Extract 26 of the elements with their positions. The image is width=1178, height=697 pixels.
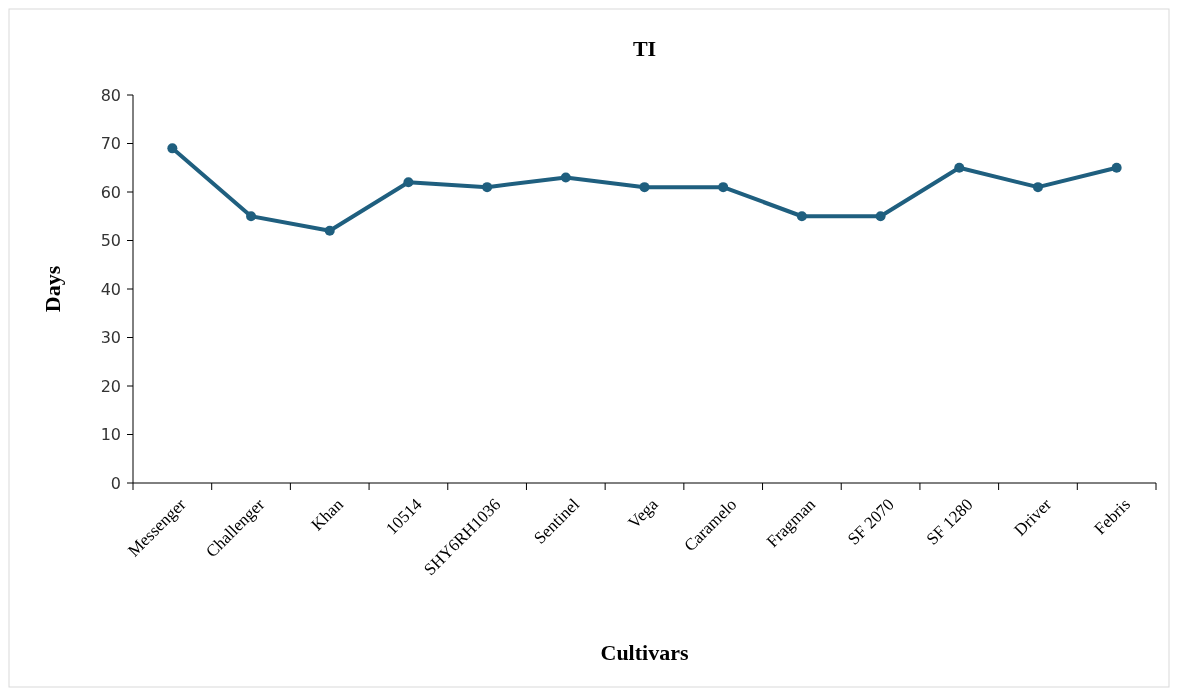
point <box>482 182 493 193</box>
y-tick-label: 30 <box>100 328 121 348</box>
point <box>954 162 965 173</box>
y-tick-label: 60 <box>100 182 121 202</box>
x-tick-label: Vega <box>624 494 663 533</box>
chart-title: TI <box>632 36 657 61</box>
point <box>167 143 178 154</box>
y-tick-label: 50 <box>100 231 121 251</box>
y-tick-label: 10 <box>100 425 121 445</box>
point <box>875 211 886 222</box>
point <box>560 172 571 183</box>
y-tick-label: 70 <box>100 134 121 154</box>
y-tick-label: 40 <box>100 279 121 299</box>
y-tick-label: 80 <box>100 85 121 105</box>
point <box>324 225 335 236</box>
point <box>796 211 807 222</box>
y-tick-label: 0 <box>110 473 121 493</box>
x-axis-title: Cultivars <box>600 640 689 665</box>
point <box>1111 162 1122 173</box>
y-axis-title: Days <box>40 265 65 313</box>
point <box>1032 182 1043 193</box>
point <box>403 177 414 188</box>
point <box>246 211 257 222</box>
y-tick-label: 20 <box>100 376 121 396</box>
point <box>639 182 650 193</box>
point <box>718 182 729 193</box>
